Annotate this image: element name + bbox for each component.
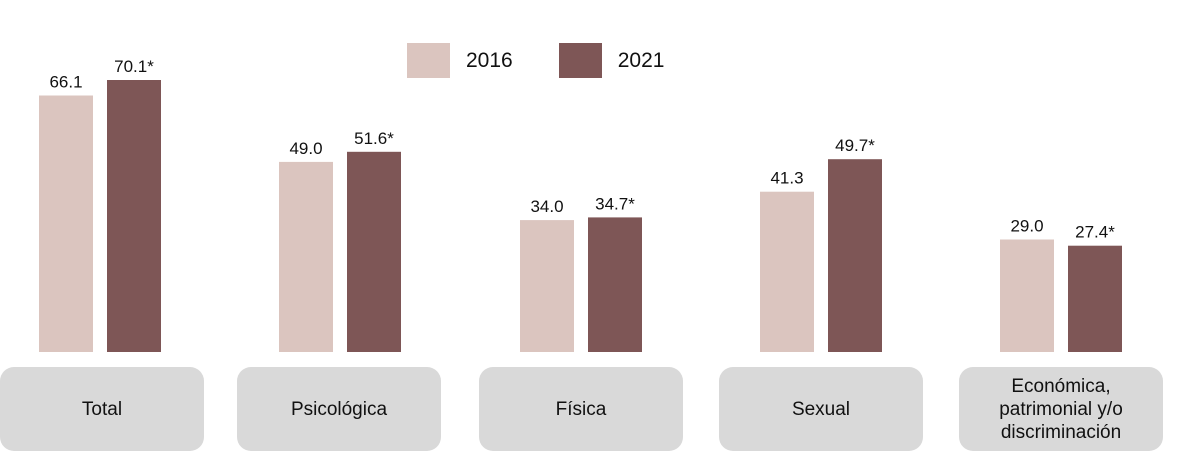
bar-fisica-2016 [520, 220, 574, 352]
legend-swatch-2016 [407, 43, 450, 78]
bar-economica-2021 [1068, 245, 1122, 352]
legend-item-2021: 2021 [558, 43, 665, 78]
value-label-fisica-2016: 34.0 [530, 197, 563, 216]
bar-sexual-2016 [760, 191, 814, 352]
value-label-sexual-2016: 41.3 [770, 169, 803, 188]
value-label-total-2016: 66.1 [49, 73, 82, 92]
category-label-fisica: Física [479, 367, 683, 451]
bar-total-2016 [39, 95, 93, 352]
bar-psicologica-2021 [347, 151, 401, 352]
value-label-economica-2021: 27.4* [1075, 223, 1115, 242]
category-label-economica: Económica, patrimonial y/o discriminació… [959, 367, 1163, 451]
legend-label-2016: 2016 [466, 48, 513, 72]
value-label-fisica-2021: 34.7* [595, 194, 635, 213]
category-label-sexual: Sexual [719, 367, 923, 451]
value-label-sexual-2021: 49.7* [835, 136, 875, 155]
bar-fisica-2021 [588, 217, 642, 352]
bar-economica-2016 [1000, 239, 1054, 352]
bar-sexual-2021 [828, 159, 882, 352]
legend-label-2021: 2021 [617, 48, 665, 72]
value-label-psicologica-2016: 49.0 [289, 139, 322, 158]
value-label-psicologica-2021: 51.6* [354, 129, 394, 148]
value-label-economica-2016: 29.0 [1010, 217, 1043, 236]
legend-swatch-2021 [558, 43, 602, 78]
bar-total-2021 [107, 80, 161, 352]
bar-psicologica-2016 [279, 161, 333, 352]
value-label-total-2021: 70.1* [114, 57, 154, 76]
legend-item-2016: 2016 [407, 43, 513, 78]
category-label-psicologica: Psicológica [237, 367, 441, 451]
legend: 2016 2021 [407, 43, 710, 78]
category-label-total: Total [0, 367, 204, 451]
